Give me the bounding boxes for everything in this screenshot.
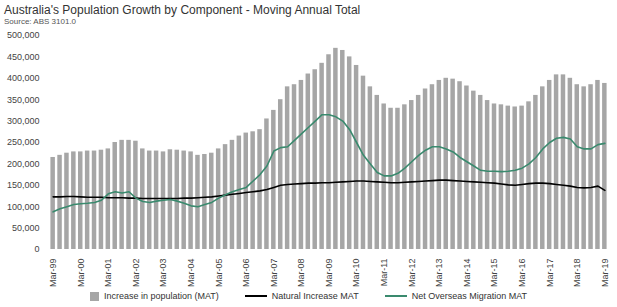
svg-text:500,000: 500,000 bbox=[7, 30, 40, 40]
svg-text:Mar-00: Mar-00 bbox=[76, 259, 86, 288]
svg-text:50,000: 50,000 bbox=[12, 223, 40, 233]
svg-text:Mar-13: Mar-13 bbox=[434, 259, 444, 288]
svg-text:Mar-16: Mar-16 bbox=[517, 259, 527, 288]
svg-text:Mar-07: Mar-07 bbox=[269, 259, 279, 288]
svg-text:0: 0 bbox=[34, 244, 39, 254]
html-text:Source: ABS 3101.0: Source: ABS 3101.0 bbox=[4, 17, 77, 26]
svg-text:200,000: 200,000 bbox=[7, 159, 40, 169]
svg-text:Mar-02: Mar-02 bbox=[131, 259, 141, 288]
svg-text:150,000: 150,000 bbox=[7, 180, 40, 190]
html-text:Increase in population (MAT): Increase in population (MAT) bbox=[103, 291, 219, 301]
svg-text:Mar-05: Mar-05 bbox=[214, 259, 224, 288]
html-text:Natural Increase MAT: Natural Increase MAT bbox=[271, 291, 359, 301]
svg-text:400,000: 400,000 bbox=[7, 73, 40, 83]
svg-text:Mar-04: Mar-04 bbox=[186, 259, 196, 288]
svg-text:Mar-09: Mar-09 bbox=[324, 259, 334, 288]
svg-text:Mar-08: Mar-08 bbox=[296, 259, 306, 288]
svg-text:450,000: 450,000 bbox=[7, 52, 40, 62]
svg-text:Mar-19: Mar-19 bbox=[600, 259, 610, 288]
svg-text:Mar-18: Mar-18 bbox=[572, 259, 582, 288]
svg-text:Mar-10: Mar-10 bbox=[351, 259, 361, 288]
svg-text:Mar-99: Mar-99 bbox=[48, 259, 58, 288]
svg-text:Mar-06: Mar-06 bbox=[241, 259, 251, 288]
svg-text:Mar-01: Mar-01 bbox=[103, 259, 113, 288]
svg-text:350,000: 350,000 bbox=[7, 95, 40, 105]
svg-text:250,000: 250,000 bbox=[7, 137, 40, 147]
svg-text:Mar-17: Mar-17 bbox=[545, 259, 555, 288]
svg-text:Mar-03: Mar-03 bbox=[158, 259, 168, 288]
html-text:Net Overseas Migration MAT: Net Overseas Migration MAT bbox=[411, 291, 528, 301]
svg-text:Mar-15: Mar-15 bbox=[489, 259, 499, 288]
svg-text:Mar-14: Mar-14 bbox=[462, 259, 472, 288]
svg-text:300,000: 300,000 bbox=[7, 116, 40, 126]
svg-text:Mar-12: Mar-12 bbox=[407, 259, 417, 288]
svg-text:100,000: 100,000 bbox=[7, 202, 40, 212]
svg-text:Mar-11: Mar-11 bbox=[379, 259, 389, 287]
html-text:Australia's Population Growth: Australia's Population Growth by Compone… bbox=[4, 3, 361, 17]
